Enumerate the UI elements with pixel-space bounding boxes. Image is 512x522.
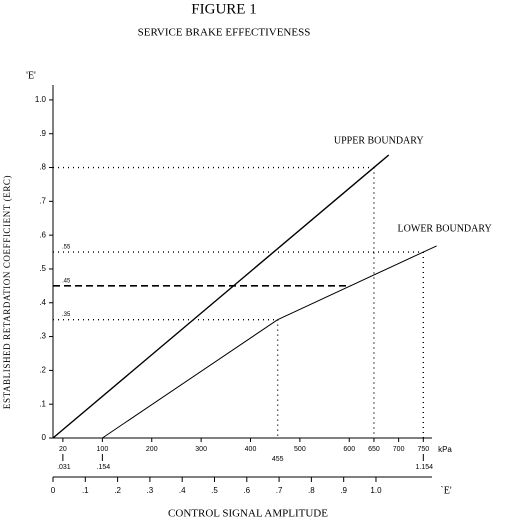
y-tick-label: .2 — [39, 365, 46, 374]
x2-tick-label: .4 — [179, 486, 186, 495]
x2-tick-label: .2 — [114, 486, 121, 495]
y-tick-label: .9 — [39, 129, 46, 138]
y-tick-label: .8 — [39, 163, 46, 172]
reference-y-label: .35 — [62, 312, 71, 318]
x2-tick-label: .7 — [276, 486, 283, 495]
boundary-line — [52, 154, 390, 439]
y-unit-label: 'E' — [26, 70, 36, 81]
y-tick-label: .7 — [39, 196, 46, 205]
x-tick-label: 400 — [245, 446, 257, 453]
x-tick-label: 300 — [195, 446, 207, 453]
signal-equivalent-label: .154 — [97, 464, 111, 471]
chart-title: FIGURE 1 — [191, 1, 256, 17]
y-tick-label: .1 — [39, 399, 46, 408]
chart-subtitle: SERVICE BRAKE EFFECTIVENESS — [138, 27, 311, 39]
x2-tick-label: .5 — [211, 486, 218, 495]
x2-axis-title: CONTROL SIGNAL AMPLITUDE — [168, 508, 328, 520]
x2-tick-label: 1.0 — [370, 486, 382, 495]
x2-tick-label: .3 — [147, 486, 154, 495]
x2-unit-label: `E' — [440, 485, 451, 496]
x-tick-label: 750 — [417, 446, 429, 453]
signal-equivalent-label: .031 — [57, 464, 71, 471]
x-unit-label: kPa — [438, 445, 452, 454]
x-tick-label: 500 — [294, 446, 306, 453]
x-tick-label: 650 — [368, 446, 380, 453]
boundary-line — [102, 245, 437, 439]
boundary-label: UPPER BOUNDARY — [334, 135, 424, 146]
x-tick-label: 100 — [97, 446, 109, 453]
x2-tick-label: .6 — [243, 486, 250, 495]
x-tick-label: 700 — [393, 446, 405, 453]
y-tick-label: .6 — [39, 230, 46, 239]
x2-tick-label: .1 — [82, 486, 89, 495]
signal-equivalent-label: 1.154 — [416, 464, 434, 471]
x-tick-label: 200 — [146, 446, 158, 453]
y-axis-title: ESTABLISHED RETARDATION COEFFICIENT (ERC… — [2, 175, 12, 409]
x2-tick-label: 0 — [51, 486, 56, 495]
y-tick-label: 1.0 — [35, 95, 47, 104]
x2-tick-label: .8 — [308, 486, 315, 495]
boundary-label: LOWER BOUNDARY — [398, 223, 492, 234]
reference-y-label: .45 — [62, 278, 71, 284]
y-tick-label: 0 — [42, 433, 47, 442]
reference-y-label: .55 — [62, 245, 71, 251]
x2-tick-label: .9 — [340, 486, 347, 495]
x-tick-label: 20 — [59, 446, 67, 453]
x-tick-label: 600 — [343, 446, 355, 453]
y-tick-label: .4 — [39, 298, 46, 307]
y-tick-label: .3 — [39, 332, 46, 341]
y-tick-label: .5 — [39, 264, 46, 273]
reference-x-label: 455 — [272, 456, 284, 463]
